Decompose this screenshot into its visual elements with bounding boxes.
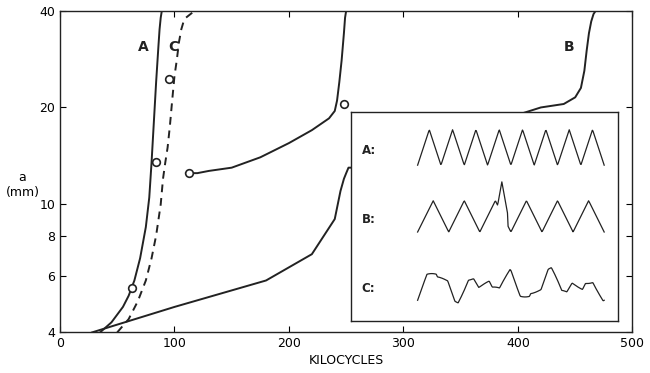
Y-axis label: a
(mm): a (mm) (6, 172, 40, 200)
Text: C: C (169, 40, 179, 54)
Text: B: B (564, 40, 575, 54)
Text: A:: A: (361, 144, 376, 157)
X-axis label: KILOCYCLES: KILOCYCLES (309, 354, 384, 367)
Text: A: A (138, 40, 149, 54)
Text: B:: B: (361, 213, 376, 226)
Text: C:: C: (361, 282, 375, 295)
